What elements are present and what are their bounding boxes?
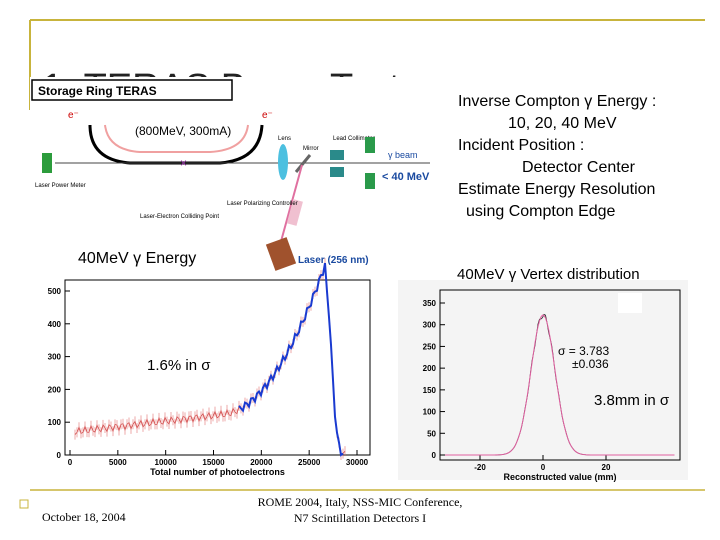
x-tick-label: -20 — [474, 463, 486, 472]
x-axis-label: Reconstructed value (mm) — [503, 472, 616, 482]
beam-label: γ beam — [388, 150, 418, 160]
notes: Inverse Compton γ Energy : 10, 20, 40 Me… — [458, 93, 656, 220]
lens-label: Lens — [278, 136, 291, 142]
x-tick-label: 30000 — [346, 458, 369, 467]
res-label: 3.8mm in σ — [594, 392, 670, 409]
y-tick-label: 200 — [423, 364, 437, 373]
collimator — [330, 150, 344, 160]
x-tick-label: 0 — [541, 463, 546, 472]
y-tick-label: 250 — [423, 342, 437, 351]
energy-label: < 40 MeV — [382, 171, 430, 183]
diagram-bg — [30, 77, 445, 272]
y-tick-label: 150 — [423, 386, 437, 395]
y-tick-label: 200 — [48, 385, 62, 394]
note: Inverse Compton γ Energy : — [458, 93, 656, 110]
y-tick-label: 0 — [432, 451, 437, 460]
y-tick-label: 50 — [427, 429, 436, 438]
ring-inner — [104, 124, 249, 153]
diagram-title-box — [31, 79, 233, 101]
e-label: e⁻ — [262, 110, 273, 121]
plot-frame — [439, 289, 681, 461]
fit-curve — [445, 314, 675, 456]
y-tick-label: 100 — [48, 418, 62, 427]
note: Estimate Energy Resolution — [458, 181, 655, 198]
power-meter — [42, 153, 52, 173]
note: 10, 20, 40 MeV — [508, 115, 617, 132]
ring-label: (800MeV, 300mA) — [135, 124, 231, 138]
footer-conf: ROME 2004, Italy, NSS-MIC Conference, — [258, 495, 463, 509]
plot-frame — [64, 279, 371, 456]
detector — [365, 173, 375, 189]
e-label: e⁻ — [68, 110, 79, 121]
bullet-box — [19, 499, 29, 509]
vertex-label: 40MeV γ Vertex distribution — [457, 266, 640, 283]
detector — [365, 137, 375, 153]
y-tick-label: 300 — [423, 321, 437, 330]
x-tick-label: 20 — [602, 463, 611, 472]
y-tick-label: 0 — [57, 451, 62, 460]
note: Incident Position : — [458, 137, 584, 154]
collimator-label: Lead Collimator — [333, 136, 375, 142]
mirror — [294, 154, 312, 173]
collimator — [330, 167, 344, 177]
fit-error: ±0.036 — [572, 357, 609, 371]
y-tick-label: 500 — [48, 287, 62, 296]
plot1-bg — [30, 272, 380, 472]
laser — [265, 237, 297, 271]
note: Detector Center — [522, 159, 636, 176]
laser-label: Laser (256 nm) — [298, 255, 369, 266]
energy-label: 40MeV γ Energy — [78, 250, 196, 267]
polarizing-label: Laser Polarizing Controller — [227, 201, 298, 207]
lens — [278, 144, 288, 180]
fit-sigma: σ = 3.783 — [558, 344, 609, 358]
x-tick-label: 15000 — [202, 458, 225, 467]
footer-conf: N7 Scintillation Detectors I — [294, 511, 426, 525]
fit-curve — [238, 262, 344, 457]
y-tick-label: 400 — [48, 320, 62, 329]
x-tick-label: 0 — [68, 458, 73, 467]
x-tick-label: 5000 — [109, 458, 127, 467]
diagram-title: Storage Ring TERAS — [38, 84, 157, 98]
polarizer — [286, 199, 303, 226]
res-label: 1.6% in σ — [147, 357, 211, 374]
footer-date: October 18, 2004 — [42, 510, 126, 524]
x-axis-label: Total number of photoelectrons — [150, 467, 285, 477]
cross-mark: × — [180, 156, 187, 170]
laser-path — [279, 164, 303, 246]
plot2: 0 50 100 150 200 250 300 350 -20 0 20Reconstructed… — [423, 289, 681, 482]
x-tick-label: 10000 — [155, 458, 178, 467]
plot2-bg — [398, 280, 688, 480]
y-tick-label: 300 — [48, 353, 62, 362]
y-tick-label: 350 — [423, 299, 437, 308]
note: using Compton Edge — [466, 203, 616, 220]
meter-label: Laser Power Meter — [35, 183, 86, 189]
collide-label: Laser-Electron Colliding Point — [140, 214, 219, 220]
y-tick-label: 100 — [423, 408, 437, 417]
mirror-label: Mirror — [303, 146, 319, 152]
x-tick-label: 25000 — [298, 458, 321, 467]
x-tick-label: 20000 — [250, 458, 273, 467]
setup-diagram: Storage Ring TERAS e⁻ e⁻ (800MeV, 300mA)… — [30, 77, 445, 272]
plot2-box — [618, 293, 642, 313]
